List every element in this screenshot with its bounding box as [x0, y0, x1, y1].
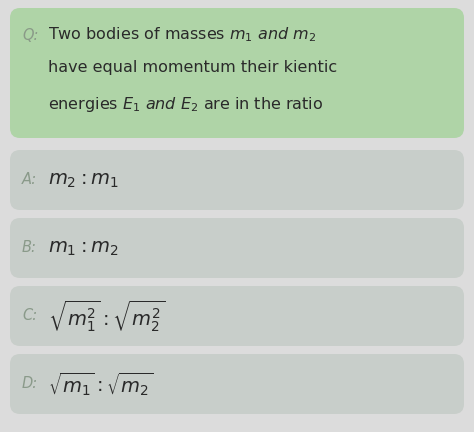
Text: energies $E_1$ $and$ $E_2$ are in the ratio: energies $E_1$ $and$ $E_2$ are in the ra…	[48, 95, 323, 114]
Text: Two bodies of masses $m_1$ $and$ $m_2$: Two bodies of masses $m_1$ $and$ $m_2$	[48, 25, 316, 44]
Text: A:: A:	[22, 172, 37, 187]
FancyBboxPatch shape	[10, 354, 464, 414]
Text: Q:: Q:	[22, 28, 38, 43]
FancyBboxPatch shape	[10, 286, 464, 346]
Text: $\sqrt{m_1^2} : \sqrt{m_2^2}$: $\sqrt{m_1^2} : \sqrt{m_2^2}$	[48, 299, 165, 334]
Text: have equal momentum their kientic: have equal momentum their kientic	[48, 60, 337, 75]
Text: $m_1 : m_2$: $m_1 : m_2$	[48, 238, 118, 257]
Text: B:: B:	[22, 241, 37, 255]
FancyBboxPatch shape	[10, 218, 464, 278]
FancyBboxPatch shape	[10, 8, 464, 138]
FancyBboxPatch shape	[10, 150, 464, 210]
Text: $\sqrt{m_1} : \sqrt{m_2}$: $\sqrt{m_1} : \sqrt{m_2}$	[48, 370, 154, 398]
Text: C:: C:	[22, 308, 37, 324]
Text: $m_2 : m_1$: $m_2 : m_1$	[48, 171, 119, 190]
Text: D:: D:	[22, 377, 38, 391]
